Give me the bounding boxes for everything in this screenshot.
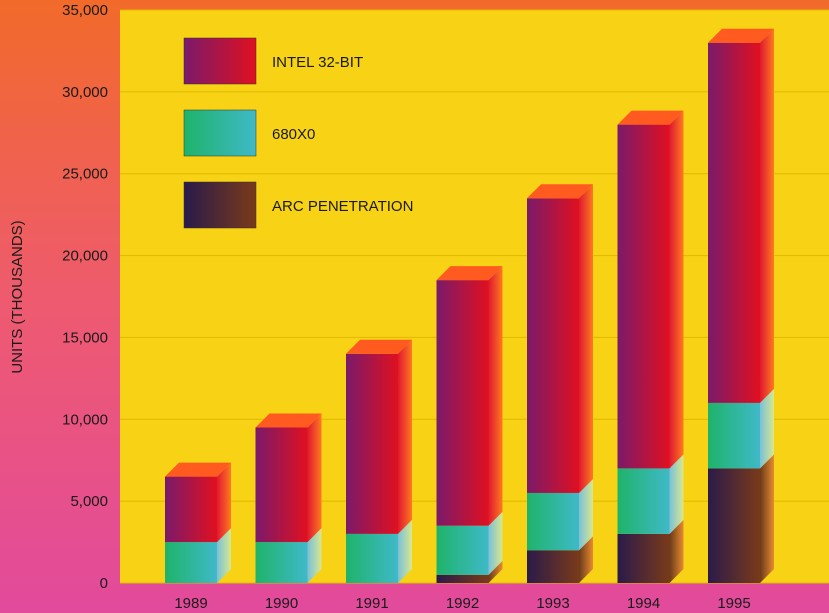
x-tick-label: 1989: [174, 595, 207, 612]
bar-segment: [255, 542, 308, 583]
legend-swatch: [183, 181, 257, 229]
bar-side: [760, 454, 774, 583]
bar-segment: [708, 468, 760, 583]
bar-segment: [346, 353, 398, 534]
y-tick-label: 35,000: [62, 2, 108, 19]
legend-label: 680X0: [272, 126, 315, 143]
y-tick-label: 10,000: [62, 411, 108, 428]
bar-segment: [436, 525, 489, 575]
bar-side: [579, 536, 593, 583]
bar-top: [346, 339, 412, 354]
bar-segment: [346, 533, 398, 583]
bar-side: [307, 413, 322, 543]
y-axis-label: UNITS (THOUSANDS): [9, 220, 26, 373]
y-tick-label: 20,000: [62, 248, 108, 265]
bar-segment: [436, 280, 489, 526]
x-tick-label: 1992: [446, 595, 479, 612]
bar-segment: [708, 402, 760, 469]
bar-side: [488, 511, 503, 575]
bar-segment: [617, 124, 670, 469]
bar-segment: [617, 468, 670, 534]
y-tick-label: 30,000: [62, 84, 108, 101]
legend-swatch: [183, 37, 257, 85]
bar-segment: [708, 42, 760, 403]
bar-top: [617, 110, 684, 125]
bar-segment: [165, 476, 217, 543]
y-tick-label: 25,000: [62, 166, 108, 183]
legend-label: ARC PENETRATION: [272, 198, 413, 215]
bar-top: [165, 462, 231, 477]
bar-side: [669, 454, 684, 534]
bar-side: [760, 28, 774, 403]
y-tick-label: 5,000: [70, 493, 108, 510]
bar-segment: [527, 550, 579, 583]
bar-side: [307, 528, 322, 583]
bar-side: [398, 339, 412, 534]
bar-side: [217, 462, 231, 543]
legend-swatch: [183, 109, 257, 157]
y-tick-labels: 0 5,000 10,000 15,000 20,000 25,000 30,000 35,0…: [62, 2, 108, 592]
bar-side: [669, 519, 684, 583]
bar-side: [398, 519, 412, 583]
x-tick-label: 1990: [265, 595, 298, 612]
bars: [165, 28, 774, 583]
bar-top: [527, 184, 593, 199]
bar-top: [255, 413, 322, 428]
x-tick-label: 1995: [717, 595, 750, 612]
bar-segment: [255, 427, 308, 543]
bar-segment: [527, 198, 579, 493]
bar-side: [669, 110, 684, 469]
bar-side: [579, 184, 593, 493]
bar-segment: [165, 542, 217, 583]
bar-top: [708, 28, 774, 43]
bar-side: [488, 266, 503, 526]
bar-side: [760, 388, 774, 469]
legend: INTEL 32-BIT 680X0 ARC PENETRATION: [183, 37, 413, 229]
x-tick-label: 1994: [627, 595, 660, 612]
x-tick-label: 1993: [536, 595, 569, 612]
x-tick-labels: 1989 1990 1991 1992 1993 1994 1995: [174, 595, 750, 612]
bar-segment: [617, 533, 670, 583]
bar-top: [436, 266, 503, 281]
y-tick-label: 0: [100, 575, 108, 592]
bar-side: [488, 560, 503, 583]
legend-label: INTEL 32-BIT: [272, 54, 363, 71]
bar-segment: [527, 492, 579, 551]
bar-side: [217, 528, 231, 583]
bar-segment: [436, 574, 489, 583]
x-tick-label: 1991: [355, 595, 388, 612]
y-tick-label: 15,000: [62, 329, 108, 346]
bar-side: [579, 478, 593, 551]
